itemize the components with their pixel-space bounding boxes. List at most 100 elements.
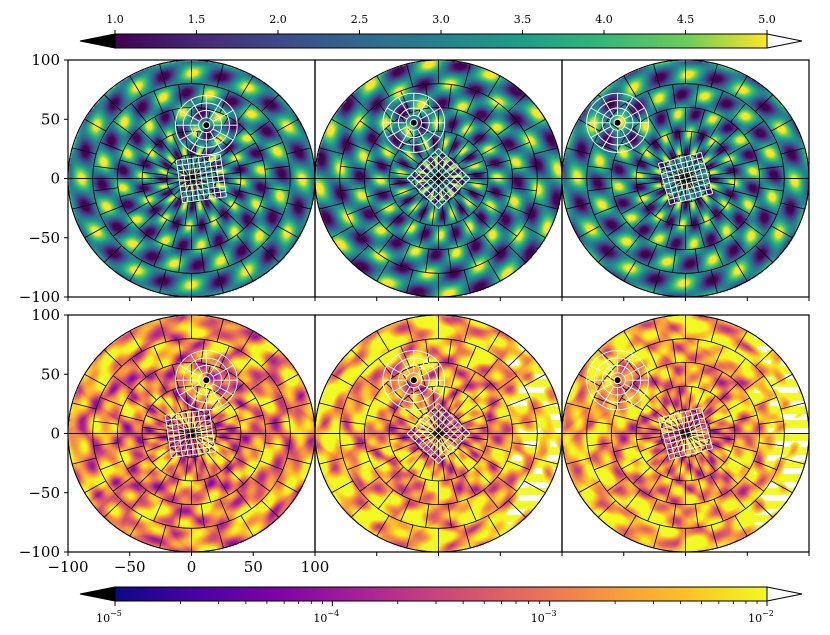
grid-spoke	[497, 221, 518, 237]
grid-spoke	[131, 103, 147, 123]
inset-square-vline	[426, 414, 459, 446]
grid-spoke	[215, 181, 241, 186]
grid-spoke	[487, 515, 501, 537]
grid-spoke	[93, 420, 119, 425]
grid-spoke	[159, 269, 167, 294]
grid-spoke	[210, 404, 231, 420]
grid-spoke	[259, 396, 283, 407]
grid-spoke	[72, 147, 97, 155]
grid-spoke	[463, 63, 471, 88]
grid-spoke	[688, 386, 693, 411]
inset-square-vline	[657, 418, 671, 460]
grid-spoke	[473, 382, 492, 401]
grid-spoke	[171, 224, 180, 248]
grid-spoke	[400, 244, 411, 267]
inset-spoke	[179, 128, 200, 141]
inset-center-dot	[202, 121, 211, 130]
grid-spoke	[219, 90, 230, 113]
grid-spoke	[710, 63, 718, 88]
grid-spoke	[100, 396, 124, 407]
grid-spoke	[462, 474, 476, 496]
inset-square-vline	[214, 155, 222, 198]
grid-spoke	[401, 219, 415, 241]
grid-spoke	[216, 318, 224, 343]
inset-spoke	[212, 128, 234, 141]
grid-spoke	[566, 202, 591, 210]
grid-spoke	[685, 412, 699, 434]
grid-spoke	[184, 456, 189, 481]
inset-square-hline	[171, 451, 216, 459]
grid-spoke	[508, 245, 527, 263]
grid-spoke	[215, 474, 229, 496]
grid-spoke	[462, 171, 488, 176]
grid-spoke	[697, 364, 706, 388]
grid-spoke	[127, 397, 149, 411]
grid-spoke	[506, 205, 530, 216]
grid-spoke	[119, 159, 144, 167]
grid-spoke	[261, 349, 280, 367]
grid-spoke	[264, 165, 290, 170]
inset-square-vline	[426, 159, 459, 191]
grid-spoke	[621, 201, 643, 215]
grid-spoke	[100, 205, 124, 216]
grid-spoke	[447, 84, 452, 109]
grid-spoke	[406, 524, 414, 549]
colorbar-top-extend-low	[79, 33, 116, 49]
inset-square-hline	[406, 403, 439, 434]
grid-spoke	[234, 201, 256, 215]
grid-spoke	[331, 118, 354, 132]
grid-spoke	[597, 245, 616, 263]
grid-spoke	[447, 200, 458, 223]
grid-spoke	[461, 414, 485, 425]
grid-spoke	[138, 211, 157, 230]
y-tick-label: −100	[19, 288, 60, 306]
y-tick-label: −50	[28, 484, 60, 502]
grid-spoke	[286, 202, 311, 210]
grid-spoke	[625, 489, 641, 509]
grid-spoke	[728, 201, 750, 215]
grid-spoke	[466, 244, 477, 267]
grid-spoke	[597, 349, 616, 367]
grid-spoke	[100, 460, 124, 471]
colorbar-bottom-gradient	[114, 586, 768, 602]
grid-spoke	[653, 318, 661, 343]
grid-spoke	[639, 187, 663, 198]
grid-spoke	[646, 447, 667, 463]
grid-spoke	[587, 442, 613, 447]
grid-spoke	[131, 489, 147, 509]
inset-square-grid	[406, 148, 471, 209]
grid-spoke	[678, 386, 683, 411]
inset-square-vline	[203, 156, 211, 199]
grid-spoke	[359, 221, 380, 237]
grid-spoke	[758, 442, 784, 447]
grid-spoke	[131, 234, 147, 254]
grid-spoke	[240, 75, 254, 97]
grid-spoke	[84, 480, 107, 494]
grid-spoke	[161, 197, 177, 217]
grid-spoke	[511, 420, 537, 425]
inset-square-hline	[177, 164, 222, 172]
grid-spoke	[462, 436, 488, 441]
grid-spoke	[340, 442, 366, 447]
grid-spoke	[647, 499, 658, 522]
grid-spoke	[709, 171, 735, 176]
grid-spoke	[566, 147, 591, 155]
grid-spoke	[508, 500, 527, 518]
grid-spoke	[184, 201, 189, 226]
inset-square-hline	[659, 412, 703, 425]
panel-1-1	[67, 59, 316, 298]
grid-spoke	[142, 171, 168, 176]
grid-spoke	[733, 414, 758, 422]
grid-spoke	[697, 109, 706, 133]
grid-spoke	[694, 200, 705, 223]
grid-spoke	[154, 219, 168, 241]
y-tick-label: 50	[41, 365, 60, 383]
grid-spoke	[497, 120, 518, 136]
grid-spoke	[399, 447, 420, 463]
grid-spoke	[366, 159, 391, 167]
grid-spoke	[169, 421, 192, 434]
grid-spoke	[587, 165, 613, 170]
grid-spoke	[154, 371, 168, 393]
grid-spoke	[506, 396, 530, 407]
